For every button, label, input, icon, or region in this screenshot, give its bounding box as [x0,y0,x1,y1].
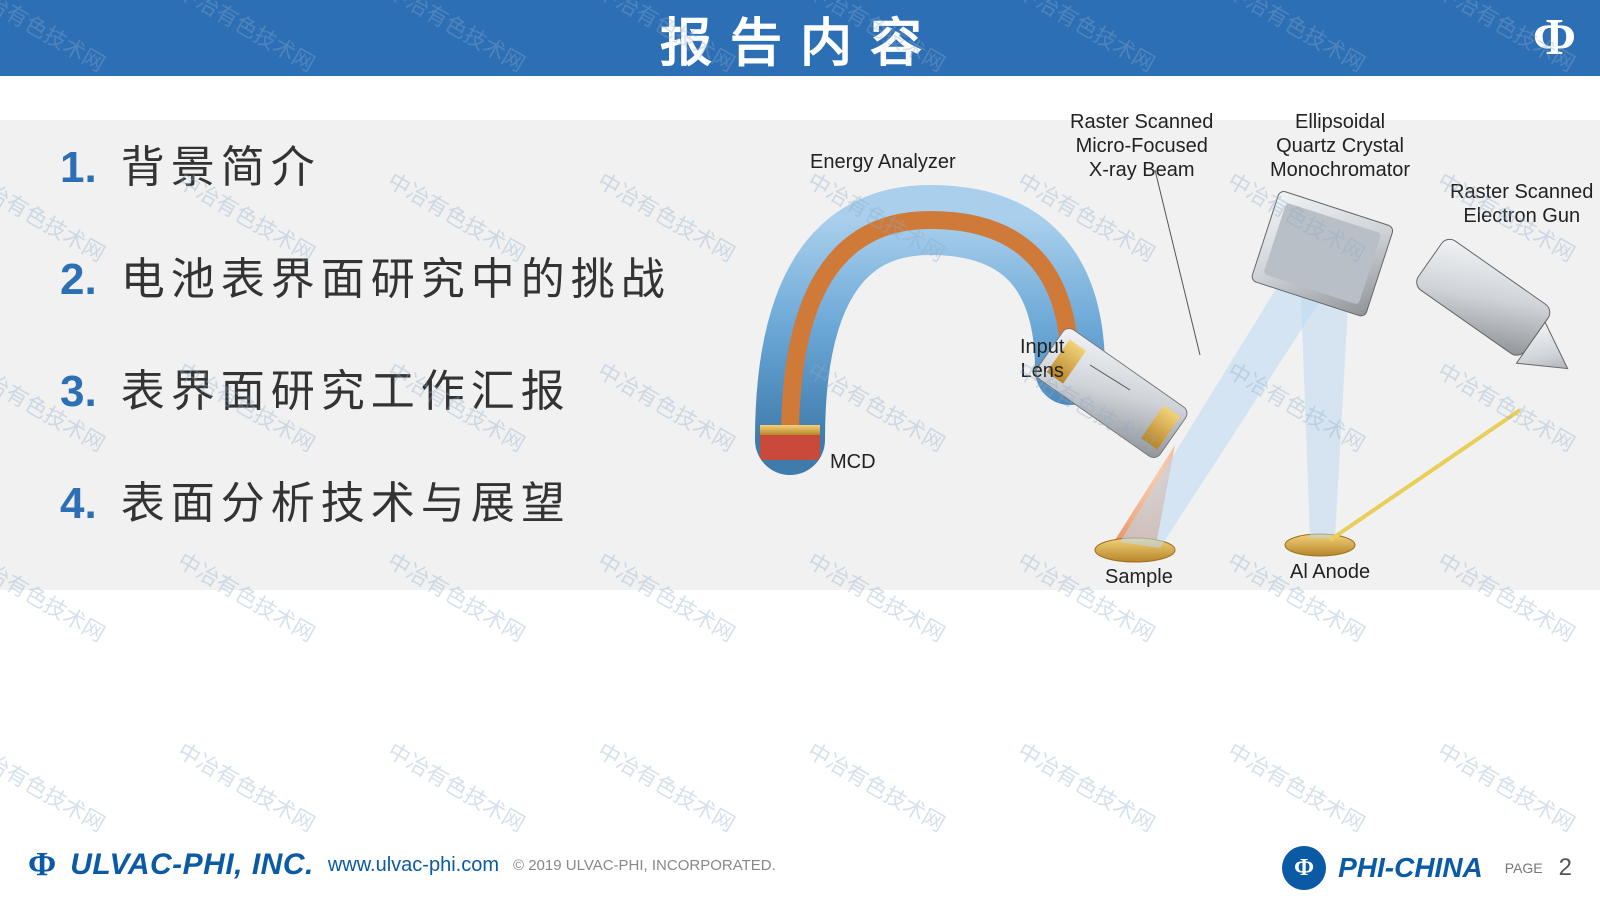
company-url: www.ulvac-phi.com [328,854,499,877]
copyright-text: © 2019 ULVAC-PHI, INCORPORATED. [513,857,776,874]
list-item: 2 电池表界面研究中的挑战 [60,243,700,307]
label-mcd: MCD [830,450,876,474]
page-label: PAGE [1505,860,1543,876]
watermark-text: 中冶有色技术网 [802,734,951,839]
list-number: 3 [60,367,97,417]
phi-symbol-icon: Φ [28,846,56,884]
phi-china-text: PHI-CHINA [1338,852,1483,884]
page-number: 2 [1559,854,1572,882]
label-energy-analyzer: Energy Analyzer [810,150,956,174]
list-text: 电池表界面研究中的挑战 [121,243,671,307]
list-number: 2 [60,255,97,305]
watermark-text: 中冶有色技术网 [0,734,112,839]
footer-right: Φ PHI-CHINA PAGE 2 [1282,846,1572,890]
phi-china-logo-icon: Φ [1282,846,1326,890]
xps-instrument-diagram: Energy Analyzer Raster Scanned Micro-Foc… [700,110,1580,590]
watermark-text: 中冶有色技术网 [382,734,531,839]
slide-root: 报告内容 Φ 1 背景简介 2 电池表界面研究中的挑战 3 表界面研究工作汇报 … [0,0,1600,900]
watermark-text: 中冶有色技术网 [592,734,741,839]
list-number: 4 [60,479,97,529]
watermark-text: 中冶有色技术网 [1012,734,1161,839]
list-text: 表界面研究工作汇报 [121,355,571,419]
footer-left: Φ ULVAC-PHI, INC. www.ulvac-phi.com © 20… [28,846,776,884]
header-bar: 报告内容 Φ [0,0,1600,76]
watermark-text: 中冶有色技术网 [172,734,321,839]
label-input-lens: Input Lens [1020,335,1064,383]
label-al-anode: Al Anode [1290,560,1370,584]
slide-title: 报告内容 [660,1,940,76]
label-monochromator: Ellipsoidal Quartz Crystal Monochromator [1270,110,1410,182]
mcd-top [760,425,820,435]
list-number: 1 [60,143,97,193]
electron-gun [1410,235,1580,389]
list-text: 背景简介 [121,131,321,195]
electron-beam [1330,410,1520,540]
footer-bar: Φ ULVAC-PHI, INC. www.ulvac-phi.com © 20… [0,830,1600,900]
diagram-svg [700,110,1580,590]
list-text: 表面分析技术与展望 [121,467,571,531]
label-sample: Sample [1105,565,1173,589]
label-xray-beam: Raster Scanned Micro-Focused X-ray Beam [1070,110,1213,182]
watermark-text: 中冶有色技术网 [1432,734,1581,839]
pointer-line [1155,170,1200,355]
watermark-text: 中冶有色技术网 [1222,734,1371,839]
list-item: 4 表面分析技术与展望 [60,467,700,531]
outline-list: 1 背景简介 2 电池表界面研究中的挑战 3 表界面研究工作汇报 4 表面分析技… [0,131,700,579]
company-name: ULVAC-PHI, INC. [70,848,314,882]
phi-logo-icon: Φ [1533,8,1576,67]
list-item: 1 背景简介 [60,131,700,195]
list-item: 3 表界面研究工作汇报 [60,355,700,419]
label-electron-gun: Raster Scanned Electron Gun [1450,180,1593,228]
